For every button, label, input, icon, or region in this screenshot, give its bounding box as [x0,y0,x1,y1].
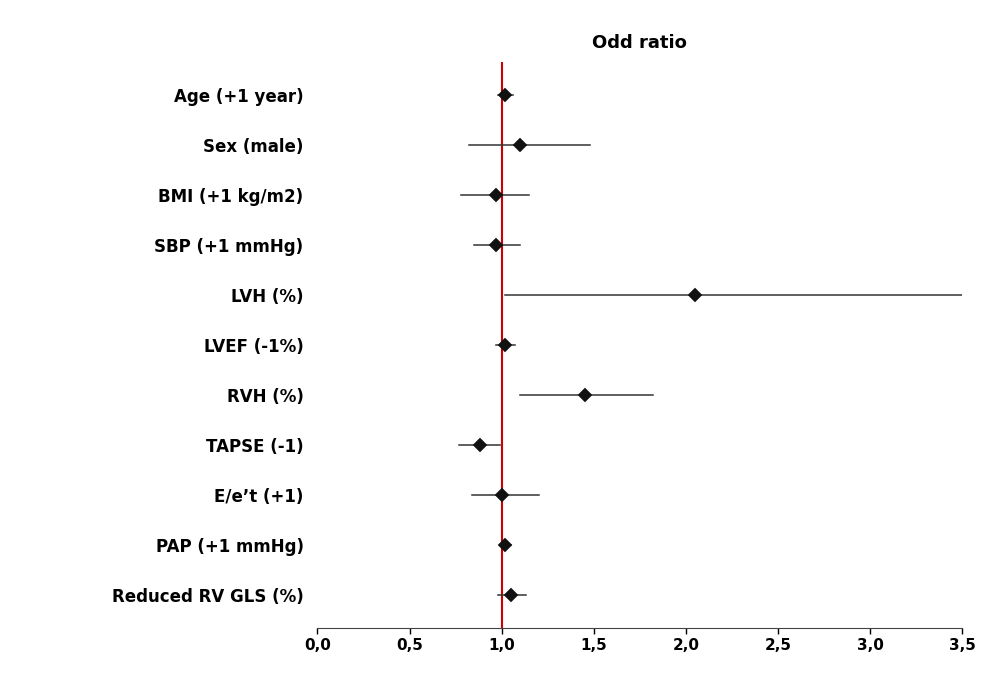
Title: Odd ratio: Odd ratio [592,34,687,52]
